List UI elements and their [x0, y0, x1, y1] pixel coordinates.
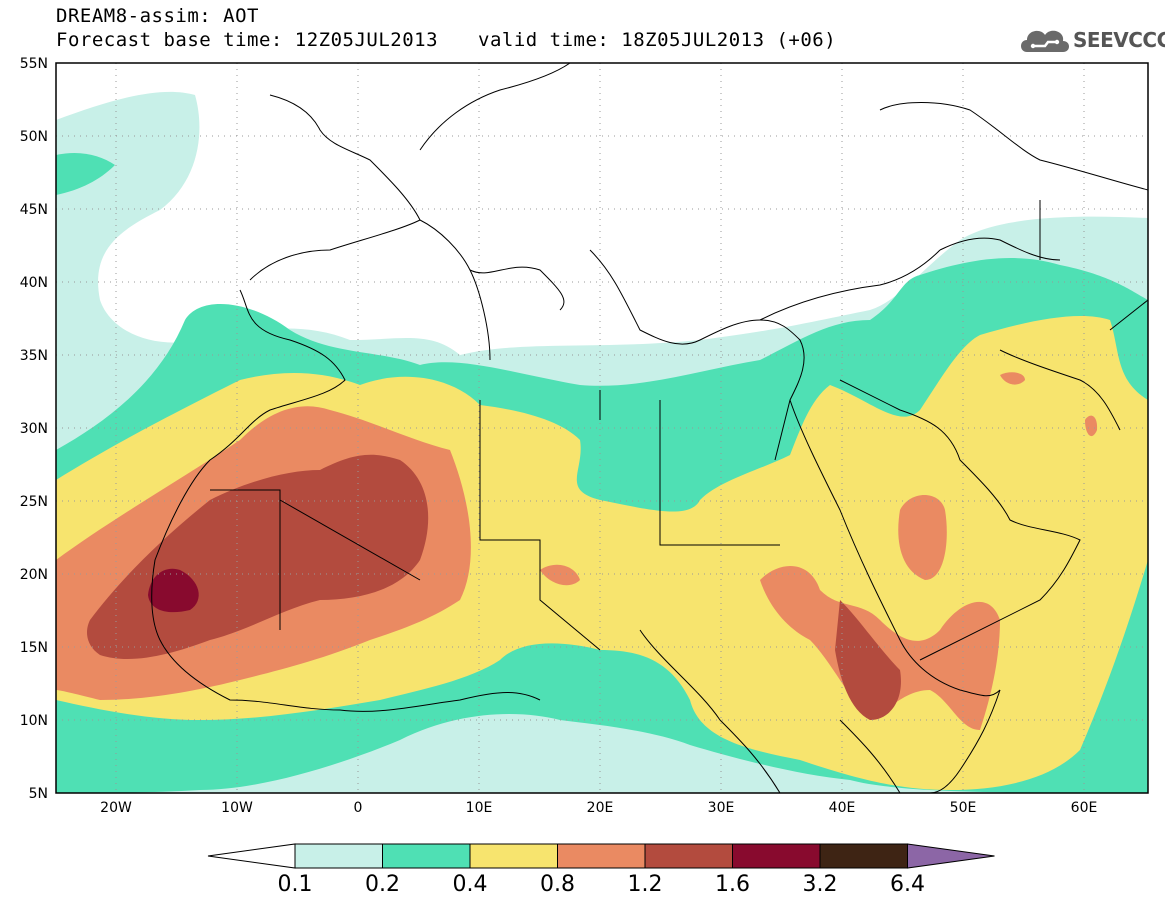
colorbar-label: 0.4	[453, 872, 488, 897]
lon-label: 40E	[829, 800, 856, 816]
lon-label: 20W	[100, 800, 132, 816]
lon-label: 30E	[708, 800, 735, 816]
lat-label: 45N	[20, 202, 48, 218]
latitude-axis: 55N 50N 45N 40N 35N 30N 25N 20N 15N 10N …	[20, 56, 48, 802]
valid-time: valid time: 18Z05JUL2013 (+06)	[478, 29, 837, 51]
map-title: DREAM8-assim: AOT	[56, 5, 259, 27]
lat-label: 40N	[20, 275, 48, 291]
lon-label: 10W	[221, 800, 253, 816]
colorbar-label: 0.2	[365, 872, 400, 897]
lat-label: 25N	[20, 494, 48, 510]
lat-label: 35N	[20, 348, 48, 364]
lat-label: 20N	[20, 567, 48, 583]
colorbar-segment	[732, 843, 821, 869]
lat-label: 10N	[20, 713, 48, 729]
colorbar-label: 1.6	[715, 872, 750, 897]
lat-label: 15N	[20, 640, 48, 656]
logo-text: SEEVCCC	[1073, 28, 1165, 52]
colorbar-segment	[819, 843, 908, 869]
aot-1-6-contour	[148, 568, 199, 613]
lat-label: 50N	[20, 129, 48, 145]
colorbar: 0.1 0.2 0.4 0.8 1.2 1.6 3.2 6.4	[207, 843, 995, 897]
colorbar-high-triangle	[907, 843, 995, 869]
colorbar-label: 0.8	[540, 872, 575, 897]
aot-contour-field	[56, 63, 1148, 793]
colorbar-label: 1.2	[628, 872, 663, 897]
lat-label: 5N	[29, 786, 48, 802]
cloud-icon	[1021, 30, 1069, 52]
longitude-axis: 20W 10W 0 10E 20E 30E 40E 50E 60E	[100, 800, 1097, 816]
lon-label: 10E	[466, 800, 493, 816]
lon-label: 60E	[1071, 800, 1098, 816]
map-frame	[55, 62, 1149, 794]
colorbar-label: 3.2	[803, 872, 838, 897]
colorbar-segment	[382, 843, 471, 869]
seevccc-logo: SEEVCCC	[1017, 22, 1165, 60]
lon-label: 0	[354, 800, 363, 816]
colorbar-low-triangle	[207, 843, 296, 869]
colorbar-segment	[557, 843, 646, 869]
colorbar-segment	[469, 843, 558, 869]
lat-label: 30N	[20, 421, 48, 437]
lon-label: 50E	[950, 800, 977, 816]
colorbar-label: 0.1	[278, 872, 313, 897]
lon-label: 20E	[587, 800, 614, 816]
colorbar-segment	[294, 843, 383, 869]
colorbar-label: 6.4	[890, 872, 925, 897]
coastlines-and-borders	[151, 63, 1148, 793]
grid-lines	[56, 63, 1148, 793]
forecast-base-time: Forecast base time: 12Z05JUL2013	[56, 29, 439, 51]
lat-label: 55N	[20, 56, 48, 72]
colorbar-segment	[644, 843, 733, 869]
